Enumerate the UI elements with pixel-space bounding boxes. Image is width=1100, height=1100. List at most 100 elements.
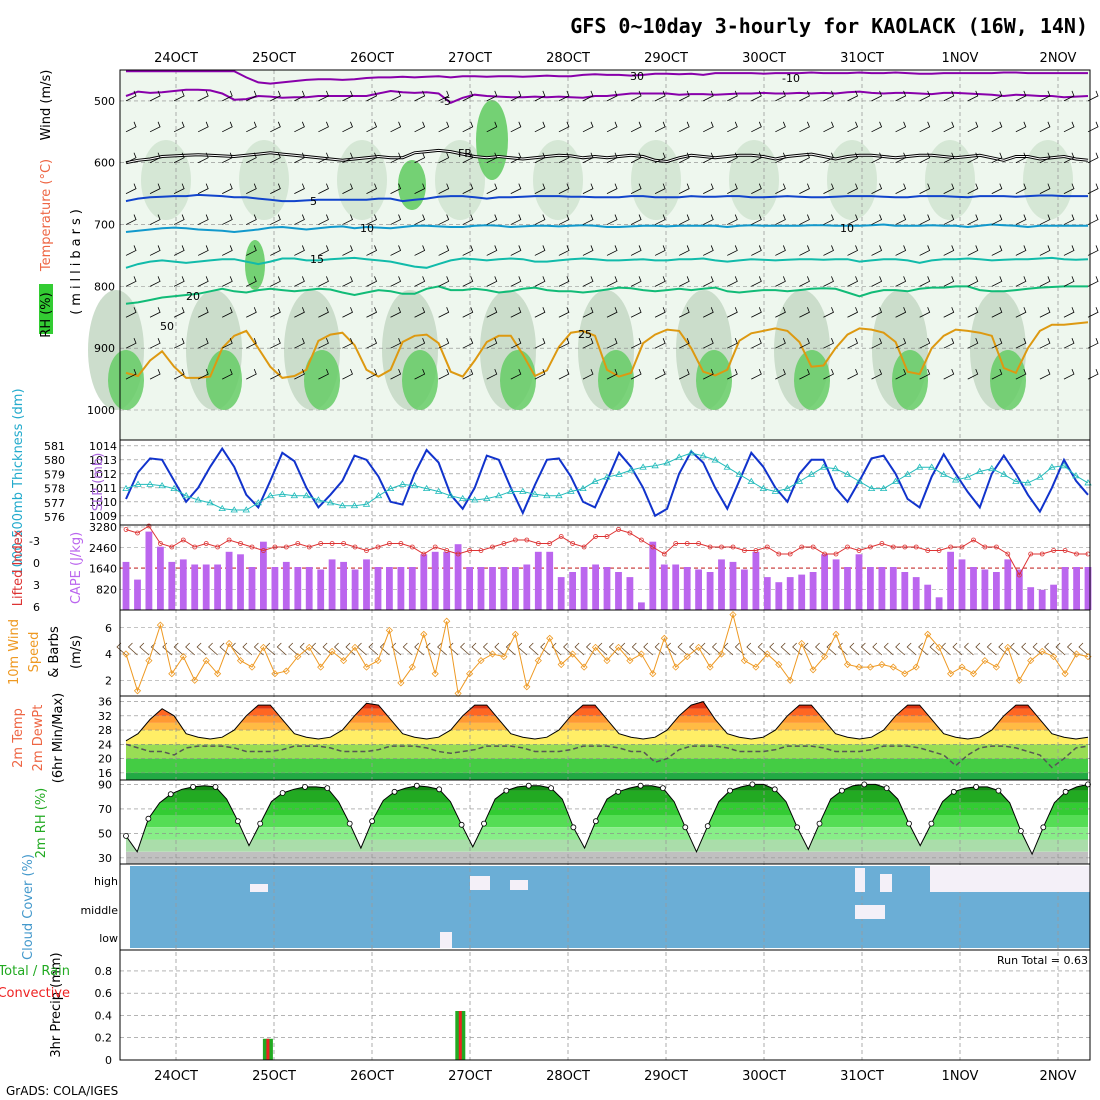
contour-label: -10	[782, 72, 800, 85]
wind-barb-10m	[803, 642, 814, 656]
ylabel-wind-speed: Speed	[27, 632, 42, 673]
wind-barb	[173, 338, 185, 349]
lifted-index-point	[1051, 548, 1056, 553]
contour-label: 20	[186, 290, 200, 303]
wind-barb	[919, 152, 931, 164]
wind-barb	[486, 121, 498, 133]
wind-speed-point	[202, 657, 210, 665]
wind-speed-point	[798, 639, 806, 648]
wind-speed-point	[855, 663, 863, 671]
wind-barb	[125, 152, 137, 164]
wind-barb	[270, 307, 281, 318]
cape-bar	[317, 569, 325, 610]
wind-speed-point	[843, 660, 852, 669]
wind-barb	[125, 90, 137, 102]
thickness-point	[855, 477, 864, 484]
wind-barb	[606, 121, 618, 133]
wind-barb-10m	[837, 642, 848, 656]
rh-point	[906, 820, 912, 827]
cape-bar	[809, 572, 817, 610]
wind-barb	[919, 90, 931, 102]
wind-speed-point	[1004, 643, 1012, 651]
wind-barb	[703, 214, 714, 225]
cloud-clear-patch	[855, 905, 885, 919]
wind-barb	[486, 368, 498, 380]
wind-barb	[558, 276, 570, 287]
wind-barb-10m	[528, 642, 539, 656]
thickness-tick: 579	[44, 468, 65, 481]
lifted-index-point	[364, 548, 369, 553]
cape-bar	[947, 551, 954, 610]
cape-bar	[466, 567, 473, 610]
wind-barb	[486, 90, 498, 102]
wind-barb	[823, 183, 834, 194]
wind-barb-10m	[1066, 642, 1077, 656]
thickness-point	[819, 463, 828, 470]
wind-barb	[510, 214, 522, 225]
wind-barb	[1087, 183, 1099, 194]
wind-barb	[919, 245, 931, 256]
wind-barb	[967, 307, 979, 318]
wind-barb	[678, 368, 690, 380]
thickness-point	[964, 473, 972, 480]
temp-tick: 24	[98, 738, 112, 751]
cape-bar	[168, 561, 176, 610]
rh-point	[861, 781, 868, 788]
cape-bar	[660, 564, 668, 610]
wind-barb	[775, 90, 786, 102]
cape-tick: 820	[96, 583, 117, 596]
date-label-bottom: 28OCT	[546, 1069, 590, 1084]
wind-barb	[678, 90, 690, 102]
wind-barb	[197, 152, 209, 164]
lifted-index-point	[799, 544, 805, 550]
wind-barb	[173, 276, 185, 287]
wind-barb	[751, 338, 762, 349]
wind-barb-10m	[631, 642, 642, 656]
thickness-point	[458, 494, 467, 502]
wind-barb-10m	[929, 642, 940, 656]
wind-barb	[1039, 183, 1051, 194]
wind-barb-10m	[276, 642, 287, 656]
wind-barb	[125, 307, 137, 318]
wind-barb	[799, 90, 810, 102]
rh-point	[481, 820, 487, 827]
wind-barb	[582, 214, 594, 225]
thickness-point	[446, 491, 455, 499]
wind-barb	[751, 121, 762, 133]
pressure-tick: 900	[94, 342, 115, 355]
rh-point	[1018, 828, 1024, 834]
cape-bar	[408, 567, 416, 610]
wind-barb	[1039, 90, 1051, 102]
wind-barb	[654, 121, 666, 133]
wind-barb	[534, 338, 546, 349]
rh-point	[995, 787, 1002, 794]
wind-barb	[173, 183, 185, 194]
lifted-index-point	[490, 544, 495, 550]
wind-speed-point	[935, 643, 943, 651]
wind-barb	[919, 338, 931, 349]
cape-bar	[683, 567, 691, 610]
pressure-tick: 600	[94, 157, 115, 170]
wind-barb	[222, 183, 233, 194]
thickness-point	[483, 494, 491, 502]
precip-convective-bar	[266, 1038, 270, 1060]
lifted-index-point	[742, 548, 747, 553]
lifted-index-point	[329, 541, 335, 546]
slp-tick: 1013	[89, 454, 117, 467]
thickness-point	[567, 487, 575, 494]
wind-barb	[318, 121, 329, 133]
wind-barb	[149, 90, 161, 102]
wind-barb	[318, 152, 329, 164]
wind-speed-point	[168, 670, 176, 678]
wind-speed-point	[912, 663, 920, 671]
wind-barb	[654, 90, 666, 102]
wind-barb	[486, 183, 498, 194]
wind-barb	[390, 245, 402, 256]
lifted-index-point	[913, 544, 919, 550]
wind-barb	[799, 245, 810, 256]
wind-barb	[1015, 214, 1027, 225]
wind-barb	[727, 338, 738, 349]
wind-barb	[462, 152, 474, 164]
wind-speed-point	[706, 663, 714, 671]
wind-barb	[1063, 183, 1075, 194]
